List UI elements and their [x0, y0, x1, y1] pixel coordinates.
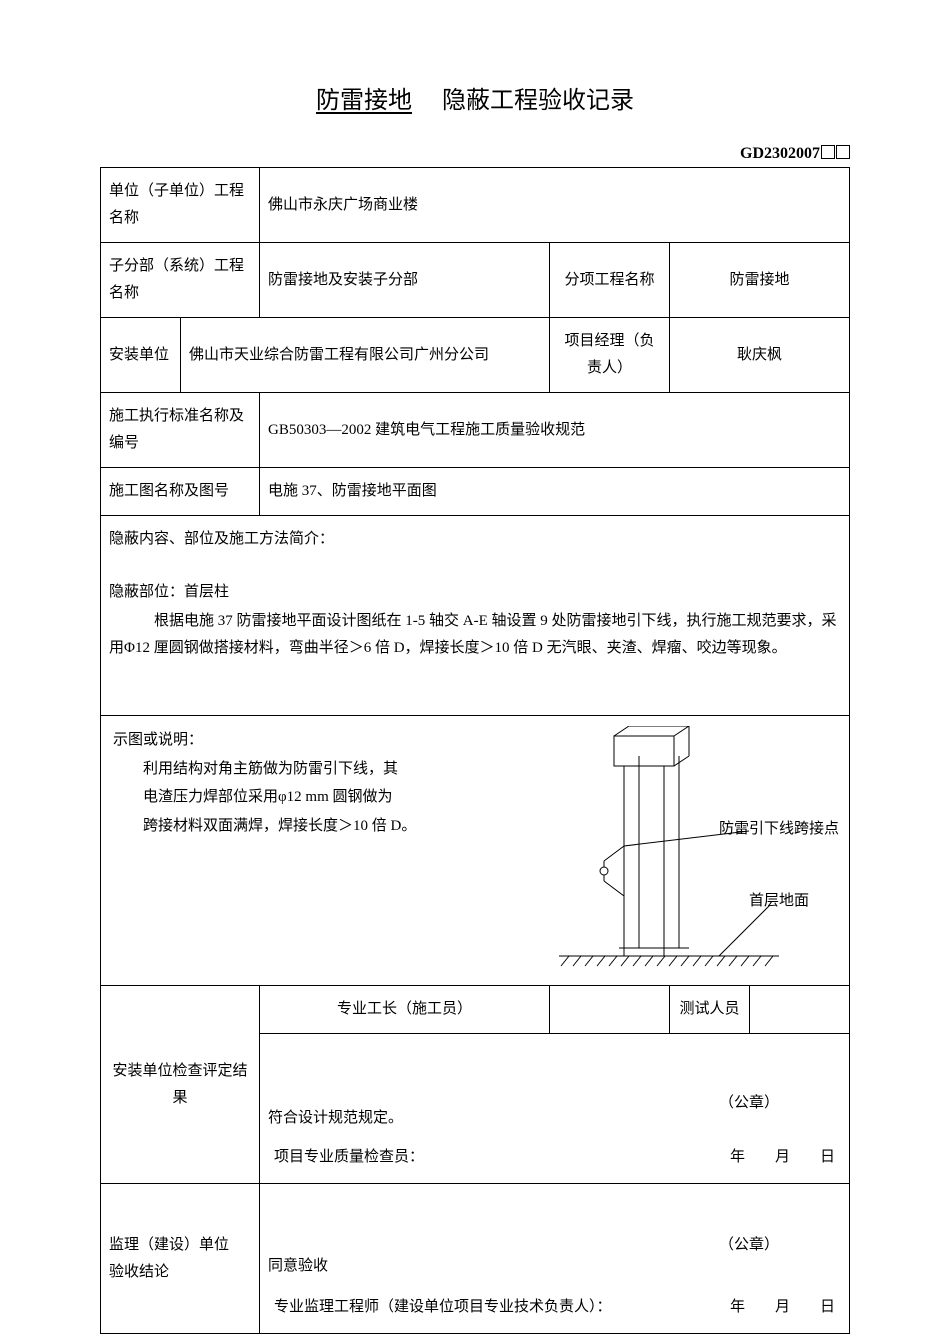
checkbox-2	[836, 145, 850, 159]
label-cell: 单位（子单位）工程名称	[101, 168, 260, 243]
supervise-label-cell: 监理（建设）单位 验收结论	[101, 1184, 260, 1334]
install-check-label: 安装单位检查评定结果	[101, 986, 260, 1184]
table-row: 安装单位检查评定结果 专业工长（施工员） 测试人员	[101, 986, 850, 1034]
inspector-label: 项目专业质量检查员：	[274, 1144, 424, 1171]
value-cell: GB50303—2002 建筑电气工程施工质量验收规范	[260, 393, 850, 468]
diagram-svg-wrap	[519, 726, 819, 986]
page-title: 防雷接地 隐蔽工程验收记录	[100, 80, 850, 115]
table-row: 施工图名称及图号 电施 37、防雷接地平面图	[101, 468, 850, 516]
label-cell: 子分部（系统）工程名称	[101, 243, 260, 318]
diagram-text-block: 示图或说明： 利用结构对角主筋做为防雷引下线，其 电渣压力焊部位采用φ12 mm…	[113, 726, 453, 840]
label-cell: 分项工程名称	[550, 243, 670, 318]
date-label: 年 月 日	[730, 1144, 835, 1171]
table-row: 安装单位 佛山市天业综合防雷工程有限公司广州分公司 项目经理（负责人） 耿庆枫	[101, 318, 850, 393]
supervise-cell: 同意验收 （公章） 专业监理工程师（建设单位项目专业技术负责人）： 年 月 日	[260, 1184, 850, 1334]
table-row: 监理（建设）单位 验收结论 同意验收 （公章） 专业监理工程师（建设单位项目专业…	[101, 1184, 850, 1334]
tester-value	[750, 986, 850, 1034]
diagram-heading: 示图或说明：	[113, 726, 453, 755]
diagram-text2: 电渣压力焊部位采用φ12 mm 圆钢做为	[113, 783, 453, 812]
content-line1: 隐蔽部位：首层柱	[109, 579, 841, 606]
value-cell: 耿庆枫	[670, 318, 850, 393]
supervise-label1: 监理（建设）单位	[109, 1232, 251, 1259]
engineer-label: 专业监理工程师（建设单位项目专业技术负责人）：	[274, 1294, 612, 1321]
doc-number: GD2302007	[740, 145, 820, 162]
value-cell: 佛山市永庆广场商业楼	[260, 168, 850, 243]
value-cell: 电施 37、防雷接地平面图	[260, 468, 850, 516]
tester-label: 测试人员	[670, 986, 750, 1034]
main-table: 单位（子单位）工程名称 佛山市永庆广场商业楼 子分部（系统）工程名称 防雷接地及…	[100, 167, 850, 1334]
label-cell: 安装单位	[101, 318, 181, 393]
content-line2: 根据电施 37 防雷接地平面设计图纸在 1-5 轴交 A-E 轴设置 9 处防雷…	[109, 608, 841, 662]
value-cell: 防雷接地	[670, 243, 850, 318]
table-row: 隐蔽内容、部位及施工方法简介： 隐蔽部位：首层柱 根据电施 37 防雷接地平面设…	[101, 516, 850, 716]
table-row: 子分部（系统）工程名称 防雷接地及安装子分部 分项工程名称 防雷接地	[101, 243, 850, 318]
table-row: 单位（子单位）工程名称 佛山市永庆广场商业楼	[101, 168, 850, 243]
label-cell: 项目经理（负责人）	[550, 318, 670, 393]
value-cell: 防雷接地及安装子分部	[260, 243, 550, 318]
stamp-label: （公章）	[719, 1090, 779, 1117]
label-cell: 施工图名称及图号	[101, 468, 260, 516]
diagram-label-joint: 防雷引下线跨接点	[719, 816, 839, 843]
content-cell: 隐蔽内容、部位及施工方法简介： 隐蔽部位：首层柱 根据电施 37 防雷接地平面设…	[101, 516, 850, 716]
foreman-label: 专业工长（施工员）	[260, 986, 550, 1034]
supervise-label2: 验收结论	[109, 1259, 251, 1286]
stamp-label: （公章）	[719, 1232, 779, 1259]
value-cell: 佛山市天业综合防雷工程有限公司广州分公司	[181, 318, 550, 393]
diagram-text3: 跨接材料双面满焊，焊接长度＞10 倍 D。	[113, 812, 453, 841]
content-heading: 隐蔽内容、部位及施工方法简介：	[109, 526, 841, 553]
title-part2: 隐蔽工程验收记录	[442, 88, 634, 114]
title-part1: 防雷接地	[316, 88, 412, 114]
diagram-svg	[519, 726, 819, 976]
install-check-cell: 符合设计规范规定。 （公章） 项目专业质量检查员： 年 月 日	[260, 1034, 850, 1184]
diagram-text1: 利用结构对角主筋做为防雷引下线，其	[113, 755, 453, 784]
label-cell: 施工执行标准名称及编号	[101, 393, 260, 468]
foreman-value	[550, 986, 670, 1034]
date-label: 年 月 日	[730, 1294, 835, 1321]
table-row: 施工执行标准名称及编号 GB50303—2002 建筑电气工程施工质量验收规范	[101, 393, 850, 468]
table-row: 示图或说明： 利用结构对角主筋做为防雷引下线，其 电渣压力焊部位采用φ12 mm…	[101, 716, 850, 986]
doc-number-row: GD2302007	[100, 145, 850, 163]
diagram-cell: 示图或说明： 利用结构对角主筋做为防雷引下线，其 电渣压力焊部位采用φ12 mm…	[101, 716, 850, 986]
checkbox-1	[821, 145, 835, 159]
diagram-label-ground: 首层地面	[749, 888, 809, 915]
